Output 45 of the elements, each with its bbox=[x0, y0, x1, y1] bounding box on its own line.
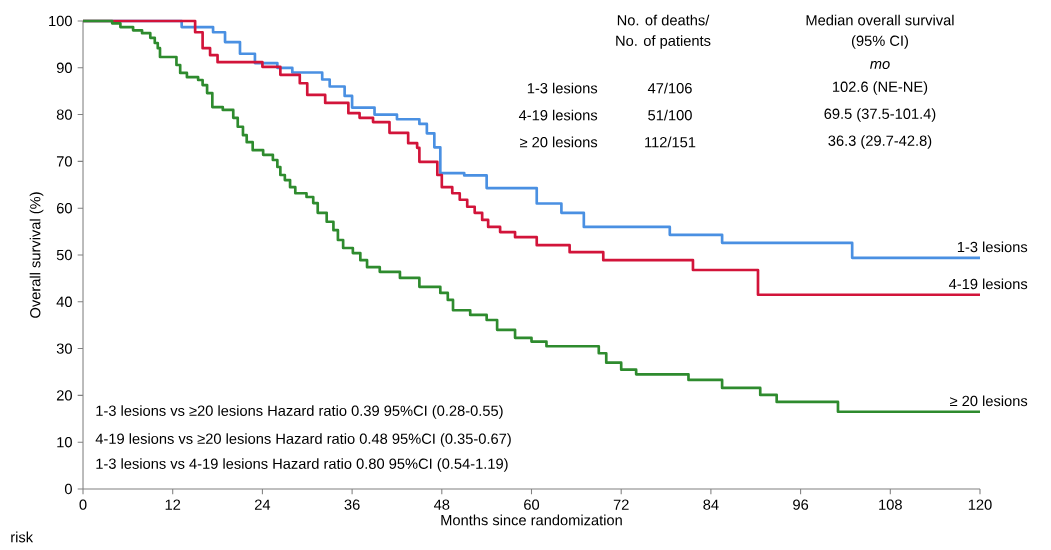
y-tick-label: 50 bbox=[56, 249, 72, 261]
annotation: 1-3 lesions bbox=[527, 82, 598, 94]
y-tick-label: 60 bbox=[56, 203, 72, 214]
x-tick-label: 36 bbox=[344, 499, 360, 510]
y-tick-label: 10 bbox=[57, 437, 72, 448]
series-label: 1-3 lesions bbox=[957, 241, 1028, 253]
annotation: 47/106 bbox=[647, 82, 692, 94]
x-tick-label: 120 bbox=[968, 499, 992, 510]
x-tick-label: 72 bbox=[613, 499, 629, 510]
y-axis-title: Overall survival (%) bbox=[29, 192, 44, 318]
annotation: 4-19 lesions bbox=[518, 109, 598, 121]
series-label: ≥ 20 lesions bbox=[950, 395, 1028, 407]
y-tick-label: 70 bbox=[56, 156, 72, 167]
annotation: 1-3 lesions vs 4-19 lesions Hazard ratio 0.80 95%CI (0.54-1.19) bbox=[96, 458, 508, 472]
annotation: 1-3 lesions vs ≥20 lesions Hazard ratio 0.39 95%CI (0.28-0.55) bbox=[96, 405, 503, 419]
x-tick-label: 0 bbox=[79, 499, 87, 510]
x-tick-label: 48 bbox=[433, 499, 450, 510]
text: risk bbox=[11, 531, 34, 543]
annotation: No. of deaths/ bbox=[617, 14, 710, 26]
annotation: 102.6 (NE-NE) bbox=[833, 81, 928, 95]
annotation: 51/100 bbox=[648, 109, 692, 121]
annotation: mo bbox=[870, 60, 890, 69]
annotation: 112/151 bbox=[645, 136, 696, 148]
x-tick-label: 24 bbox=[254, 499, 271, 510]
y-tick-label: 40 bbox=[56, 296, 72, 307]
y-tick-label: 90 bbox=[56, 62, 72, 73]
annotation: 69.5 (37.5-101.4) bbox=[824, 108, 936, 122]
x-tick-label: 108 bbox=[879, 499, 902, 510]
annotation: Median overall survival bbox=[806, 14, 954, 26]
x-tick-label: 84 bbox=[703, 499, 719, 510]
annotation: 4-19 lesions vs ≥20 lesions Hazard ratio 0.48 95%CI (0.35-0.67) bbox=[95, 433, 511, 447]
x-tick-label: 96 bbox=[793, 499, 809, 510]
annotation: 36.3 (29.7-42.8) bbox=[828, 135, 932, 149]
y-tick-label: 80 bbox=[56, 109, 72, 120]
y-tick-label: 30 bbox=[56, 343, 72, 354]
x-tick-label: 12 bbox=[165, 499, 181, 510]
y-tick-label: 100 bbox=[49, 15, 72, 27]
y-tick-label: 0 bbox=[64, 483, 72, 495]
series-label: 4-19 lesions bbox=[948, 278, 1028, 290]
x-tick-label: 60 bbox=[524, 499, 540, 510]
annotation: (95% CI) bbox=[851, 35, 908, 49]
annotation: No. of patients bbox=[616, 35, 711, 49]
y-tick-label: 20 bbox=[56, 390, 72, 401]
annotation: ≥ 20 lesions bbox=[519, 136, 598, 148]
x-axis-title: Months since randomization bbox=[441, 514, 622, 526]
